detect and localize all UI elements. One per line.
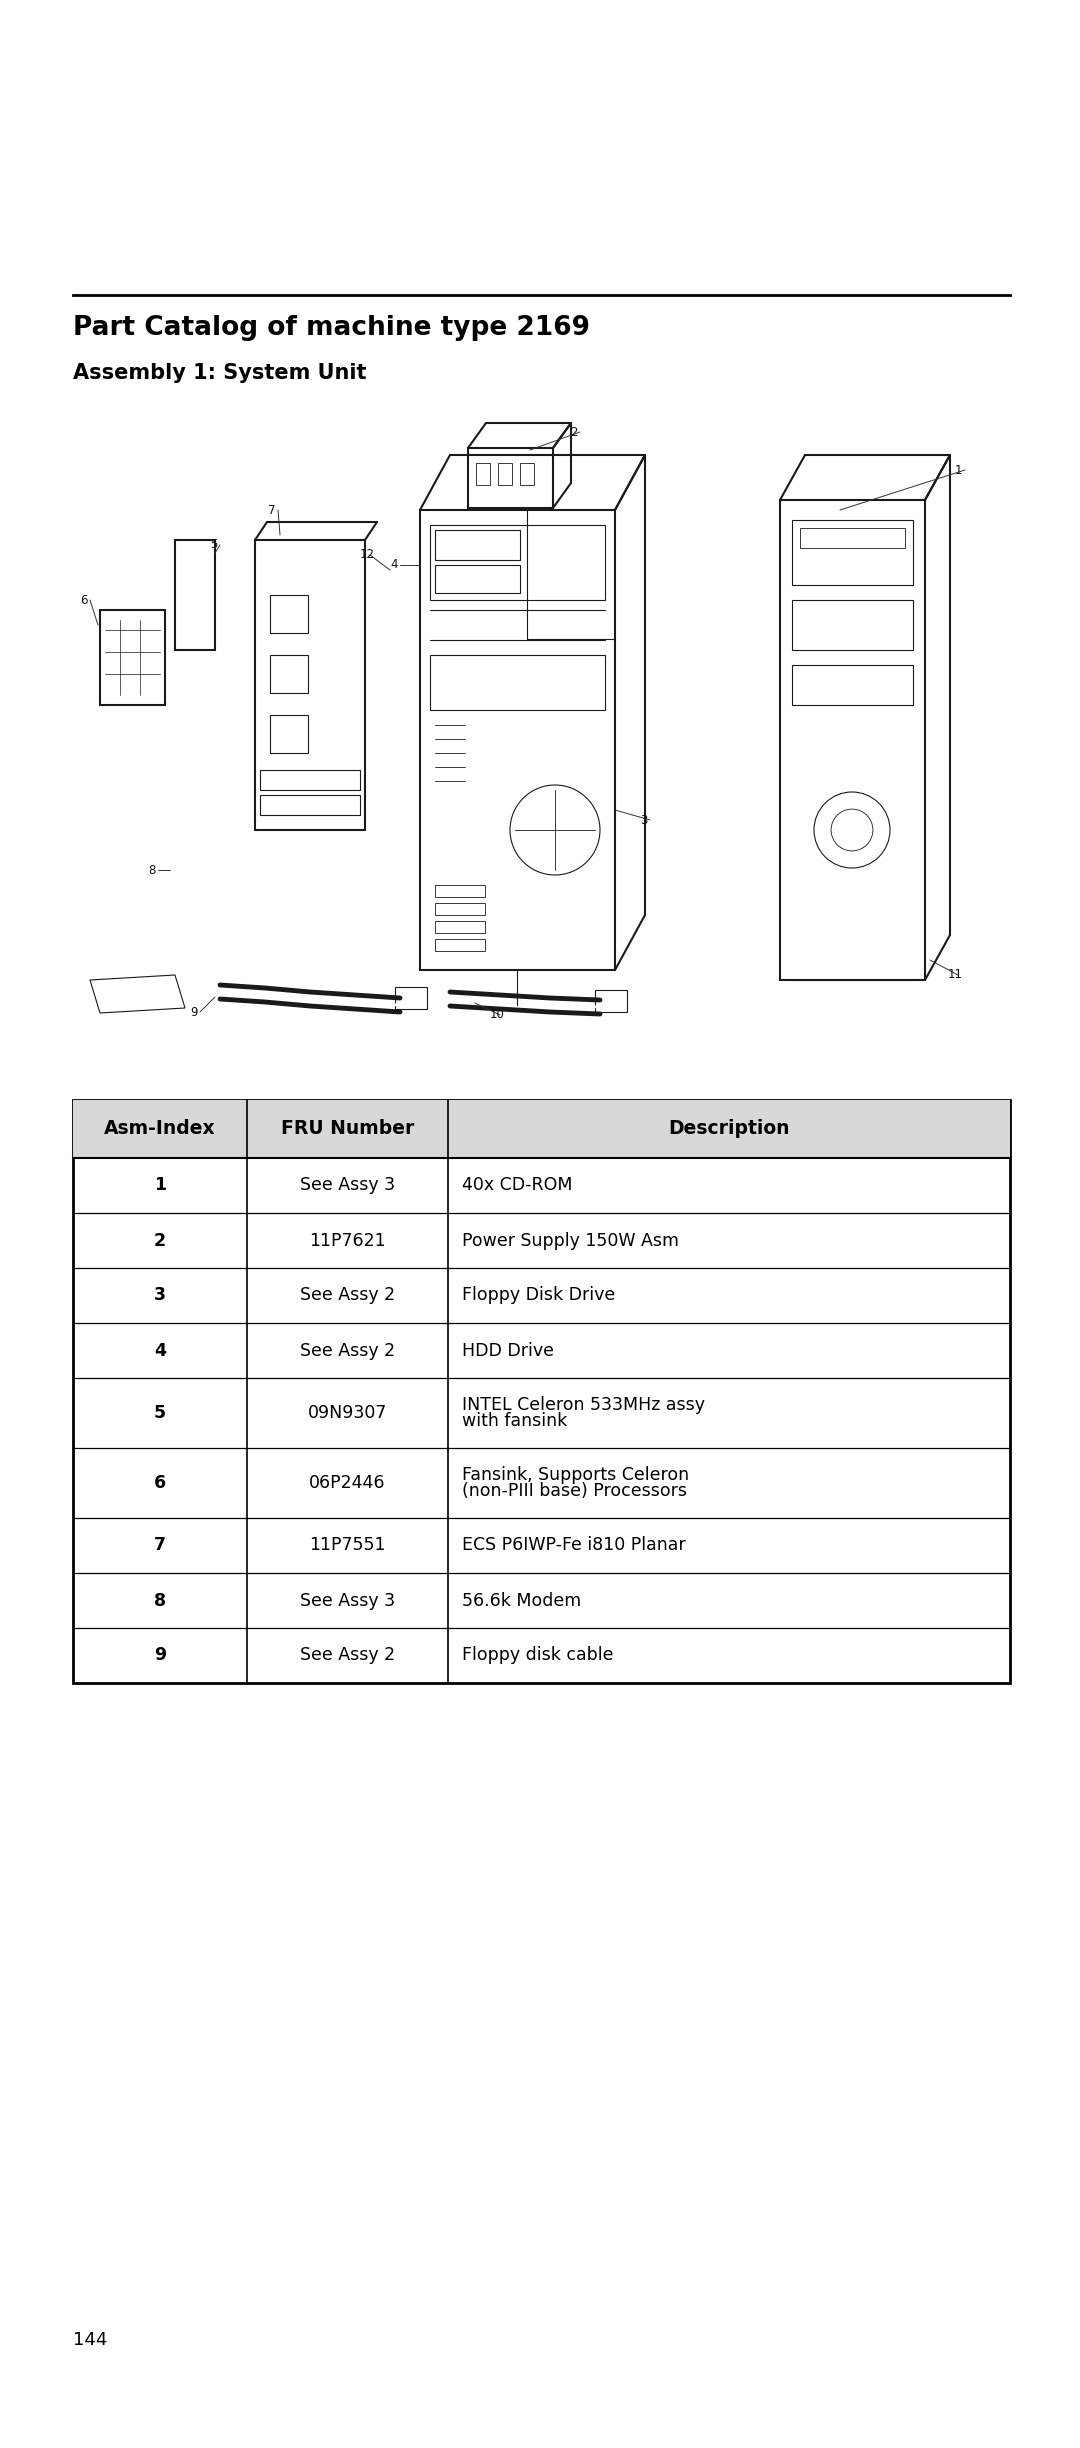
Text: 06P2446: 06P2446 [309,1474,386,1491]
Text: Power Supply 150W Asm: Power Supply 150W Asm [462,1231,679,1248]
Bar [270,656,308,693]
Bar [519,463,534,485]
Bar [435,886,485,896]
Text: 40x CD-ROM: 40x CD-ROM [462,1177,572,1195]
Text: (non-PIII base) Processors: (non-PIII base) Processors [462,1483,687,1501]
Text: 1: 1 [955,463,962,477]
Bar [270,715,308,754]
Bar [435,903,485,916]
Text: Floppy Disk Drive: Floppy Disk Drive [462,1288,616,1305]
Bar [800,529,905,548]
Text: 11P7621: 11P7621 [309,1231,386,1248]
Text: See Assy 3: See Assy 3 [300,1177,395,1195]
Text: See Assy 2: See Assy 2 [300,1288,395,1305]
Text: FRU Number: FRU Number [281,1119,414,1138]
Text: 6: 6 [80,592,87,607]
Bar [468,448,553,509]
Text: 5: 5 [154,1405,166,1422]
Text: 10: 10 [490,1009,504,1021]
Text: 6: 6 [154,1474,166,1491]
Text: 9: 9 [154,1648,166,1665]
Text: 12: 12 [360,548,375,561]
Text: 2: 2 [570,426,578,438]
Bar [73,1099,1010,1684]
Text: 4: 4 [390,558,397,570]
Bar [430,524,605,600]
Bar [498,463,512,485]
Text: Part Catalog of machine type 2169: Part Catalog of machine type 2169 [73,316,591,340]
Text: 3: 3 [640,813,647,827]
Text: See Assy 3: See Assy 3 [300,1591,395,1608]
Bar [792,666,913,705]
Text: Assembly 1: System Unit: Assembly 1: System Unit [73,362,367,382]
Text: 2: 2 [154,1231,166,1248]
Text: See Assy 2: See Assy 2 [300,1342,395,1359]
Bar [175,541,215,651]
Text: Description: Description [669,1119,789,1138]
Text: 11P7551: 11P7551 [309,1537,386,1554]
Text: Asm-Index: Asm-Index [105,1119,216,1138]
Bar [595,989,627,1011]
Text: INTEL Celeron 533MHz assy: INTEL Celeron 533MHz assy [462,1395,705,1412]
Text: HDD Drive: HDD Drive [462,1342,554,1359]
Bar [792,519,913,585]
Text: 5: 5 [210,539,217,551]
Text: 144: 144 [73,2330,108,2350]
Bar [435,565,519,592]
Text: 4: 4 [154,1342,166,1359]
Bar [260,771,360,791]
Text: 7: 7 [154,1537,166,1554]
Text: 8: 8 [148,864,156,876]
Text: 1: 1 [154,1177,166,1195]
Bar [260,796,360,815]
Bar [100,610,165,705]
Bar [476,463,490,485]
Text: See Assy 2: See Assy 2 [300,1648,395,1665]
Text: ECS P6IWP-Fe i810 Planar: ECS P6IWP-Fe i810 Planar [462,1537,686,1554]
Text: 7: 7 [268,504,275,517]
Bar [270,595,308,634]
Text: Fansink, Supports Celeron: Fansink, Supports Celeron [462,1466,689,1483]
Text: Floppy disk cable: Floppy disk cable [462,1648,613,1665]
Text: with fansink: with fansink [462,1412,567,1430]
Bar [435,940,485,950]
Bar [792,600,913,651]
Text: 8: 8 [154,1591,166,1608]
Text: 9: 9 [190,1006,198,1018]
Text: 56.6k Modem: 56.6k Modem [462,1591,581,1608]
Text: 3: 3 [154,1288,166,1305]
Bar [430,656,605,710]
Text: 09N9307: 09N9307 [308,1405,387,1422]
Bar [435,531,519,561]
Bar [435,920,485,933]
Bar [395,987,427,1009]
Text: 11: 11 [948,969,963,982]
Bar [73,1099,1010,1158]
